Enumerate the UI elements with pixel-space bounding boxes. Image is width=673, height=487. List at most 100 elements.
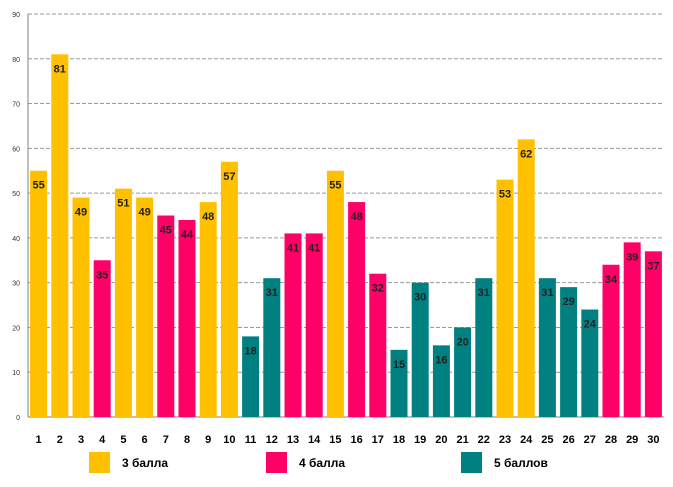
x-tick-label: 28 xyxy=(605,434,617,446)
data-label: 41 xyxy=(308,242,320,254)
y-tick-label: 90 xyxy=(12,12,20,19)
legend-item-5: 5 баллов xyxy=(461,452,548,473)
bar xyxy=(369,273,387,417)
data-label: 34 xyxy=(605,274,618,286)
bar xyxy=(475,278,493,417)
data-label: 51 xyxy=(117,198,129,210)
bar xyxy=(623,242,641,417)
bar xyxy=(602,264,620,417)
bar xyxy=(432,345,450,417)
bar xyxy=(114,188,132,417)
bar xyxy=(220,161,238,417)
x-tick-label: 11 xyxy=(245,434,257,446)
y-tick-label: 80 xyxy=(12,57,20,64)
y-tick-label: 40 xyxy=(12,236,20,243)
data-label: 55 xyxy=(329,180,341,192)
x-tick-label: 12 xyxy=(266,434,278,446)
x-tick-label: 15 xyxy=(329,434,341,446)
y-tick-label: 10 xyxy=(12,370,20,377)
x-tick-label: 24 xyxy=(520,434,533,446)
bar xyxy=(136,197,154,417)
bar xyxy=(560,287,578,417)
bar xyxy=(199,202,217,417)
data-label: 45 xyxy=(160,225,172,237)
y-tick-label: 70 xyxy=(12,102,20,109)
legend-label-4: 4 балла xyxy=(299,455,346,470)
bar xyxy=(242,336,260,417)
y-tick-label: 0 xyxy=(16,415,20,422)
bar xyxy=(326,170,344,417)
data-labels: 55 81 49 35 51 49 45 44 48 57 18 31 41 41 55 48 32 15 30 16… xyxy=(32,63,659,371)
data-label: 30 xyxy=(414,292,426,304)
data-label: 18 xyxy=(244,345,256,357)
data-label: 39 xyxy=(626,251,638,263)
x-tick-label: 23 xyxy=(499,434,511,446)
data-label: 41 xyxy=(287,242,299,254)
x-tick-label: 20 xyxy=(435,434,447,446)
bar xyxy=(581,309,599,417)
bar xyxy=(30,170,48,417)
data-label: 35 xyxy=(96,269,108,281)
bar xyxy=(348,202,366,417)
x-tick-label: 17 xyxy=(372,434,384,446)
bar xyxy=(496,179,514,417)
bars xyxy=(30,54,662,418)
bar xyxy=(263,278,281,417)
legend-item-3: 3 балла xyxy=(89,452,168,473)
data-label: 62 xyxy=(520,148,532,160)
y-tick-label: 30 xyxy=(12,281,20,288)
bar xyxy=(411,282,429,417)
bar xyxy=(454,327,472,417)
x-tick-label: 10 xyxy=(223,434,235,446)
legend-label-5: 5 баллов xyxy=(494,455,548,470)
data-label: 81 xyxy=(54,63,66,75)
bar xyxy=(517,139,535,417)
x-tick-label: 9 xyxy=(205,434,211,446)
x-tick-label: 8 xyxy=(184,434,190,446)
legend-label-3: 3 балла xyxy=(122,455,169,470)
bar xyxy=(284,233,302,417)
y-tick-label: 20 xyxy=(12,325,20,332)
bar xyxy=(51,54,69,418)
data-label: 57 xyxy=(223,171,235,183)
bar xyxy=(178,219,196,417)
data-label: 31 xyxy=(478,287,490,299)
data-label: 29 xyxy=(562,296,574,308)
x-tick-label: 29 xyxy=(626,434,638,446)
x-tick-label: 7 xyxy=(163,434,169,446)
data-label: 31 xyxy=(266,287,278,299)
data-label: 32 xyxy=(372,283,384,295)
x-tick-label: 13 xyxy=(287,434,299,446)
x-tick-label: 22 xyxy=(478,434,490,446)
gridlines xyxy=(28,13,664,373)
bar xyxy=(390,349,408,417)
x-tick-label: 25 xyxy=(541,434,553,446)
data-label: 49 xyxy=(138,207,150,219)
data-label: 15 xyxy=(393,359,405,371)
x-tick-label: 6 xyxy=(142,434,148,446)
data-label: 55 xyxy=(32,180,44,192)
x-tick-label: 16 xyxy=(350,434,362,446)
x-tick-label: 4 xyxy=(99,434,106,446)
data-label: 24 xyxy=(584,319,597,331)
data-label: 48 xyxy=(202,211,214,223)
y-tick-label: 60 xyxy=(12,146,20,153)
bar xyxy=(72,197,90,417)
x-tick-label: 30 xyxy=(647,434,659,446)
legend-swatch-5 xyxy=(461,452,482,473)
x-tick-label: 5 xyxy=(120,434,126,446)
data-label: 44 xyxy=(181,229,194,241)
y-tick-label: 50 xyxy=(12,191,20,198)
bar xyxy=(93,260,111,417)
data-label: 31 xyxy=(541,287,553,299)
x-tick-label: 18 xyxy=(393,434,405,446)
x-tick-label: 3 xyxy=(78,434,84,446)
legend-swatch-4 xyxy=(266,452,287,473)
legend-swatch-3 xyxy=(89,452,110,473)
data-label: 53 xyxy=(499,189,511,201)
legend: 3 балла 4 балла 5 баллов xyxy=(0,452,673,482)
bar xyxy=(644,251,662,417)
legend-item-4: 4 балла xyxy=(266,452,345,473)
